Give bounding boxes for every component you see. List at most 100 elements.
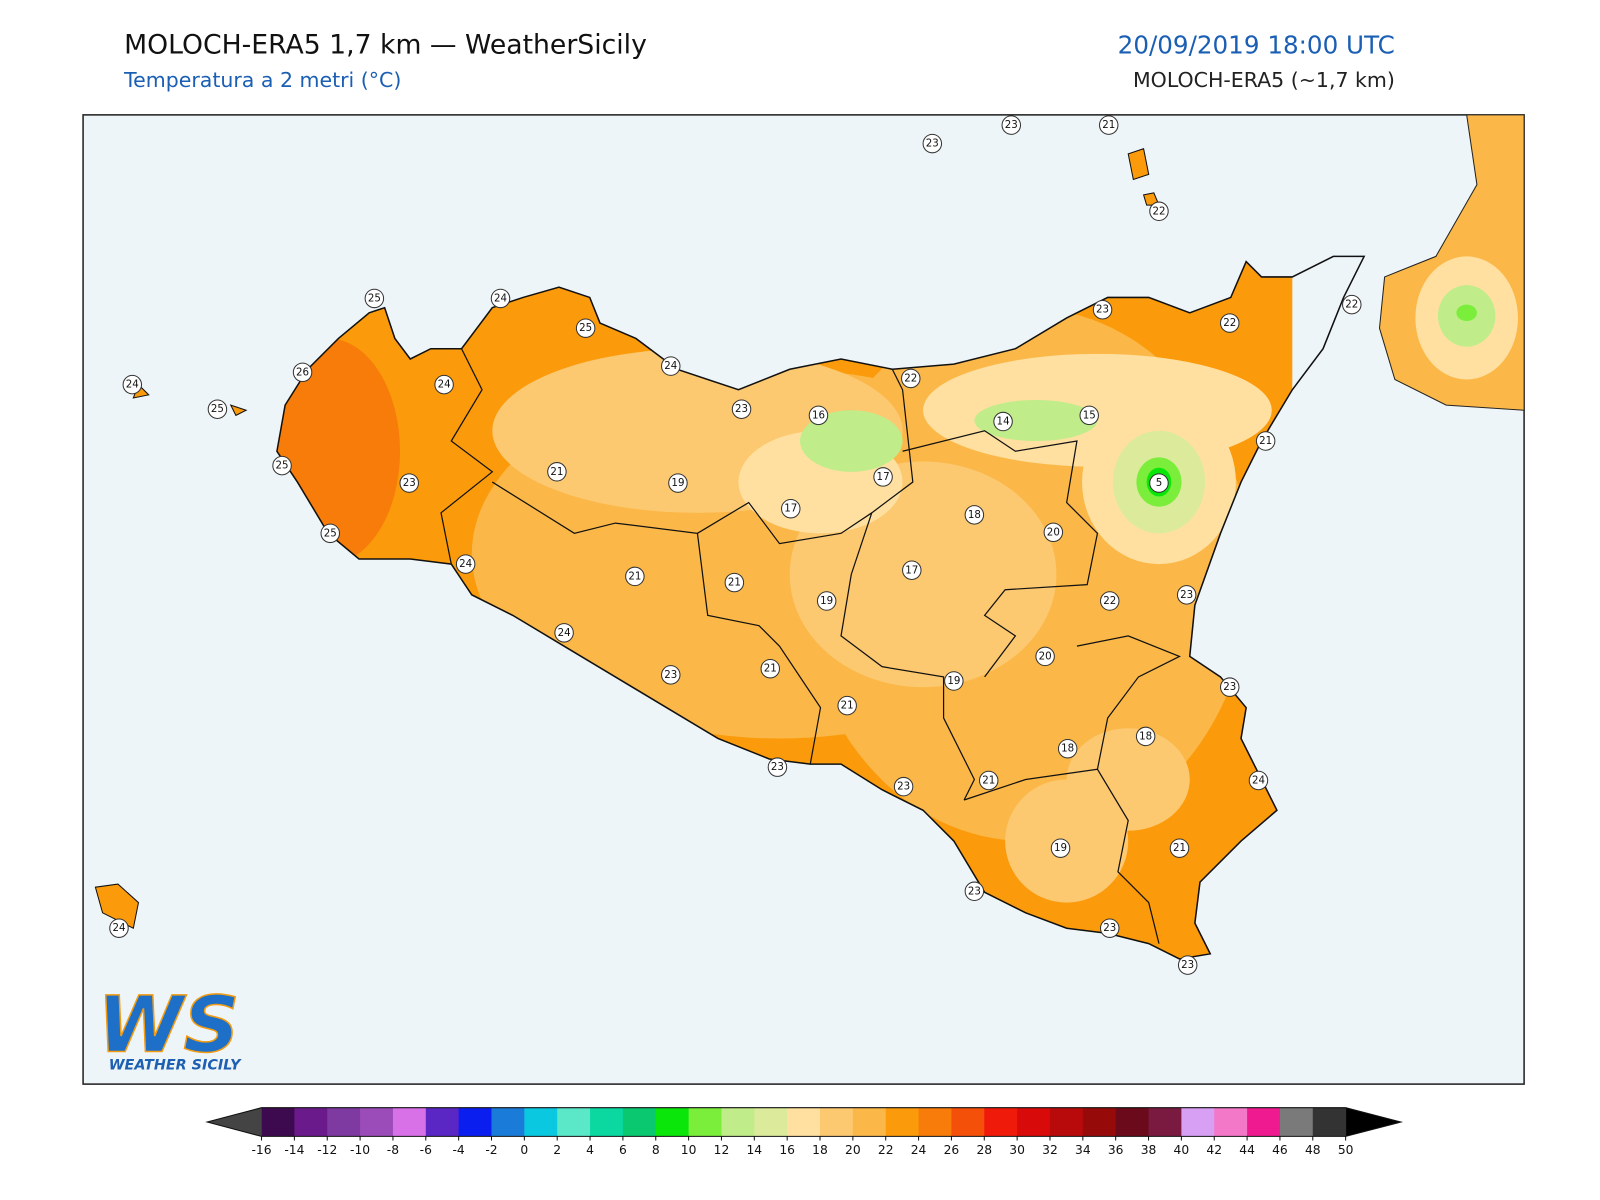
station: 22 xyxy=(901,368,921,389)
station-marker xyxy=(109,918,129,938)
station-marker xyxy=(1099,591,1120,611)
station-marker xyxy=(668,473,688,493)
colorbar-tick-label: 38 xyxy=(1141,1143,1157,1157)
station-marker xyxy=(292,362,313,383)
station-value: 23 xyxy=(1005,119,1018,131)
colorbar-bin xyxy=(491,1107,525,1137)
station-marker xyxy=(490,288,511,309)
station-marker xyxy=(1050,838,1071,858)
station-value: 20 xyxy=(1047,526,1060,538)
station: 5 xyxy=(1149,473,1169,493)
station-marker xyxy=(1092,300,1113,320)
station-marker xyxy=(1098,115,1119,135)
station-value: 5 xyxy=(1156,477,1163,489)
station-value: 22 xyxy=(1223,317,1236,329)
station: 19 xyxy=(944,671,964,691)
colorbar-bin xyxy=(1247,1107,1281,1137)
station: 25 xyxy=(320,523,340,544)
station: 24 xyxy=(455,554,476,574)
station: 25 xyxy=(364,288,385,309)
colorbar-bin xyxy=(721,1107,755,1137)
station-marker xyxy=(1219,677,1240,697)
colorbar-tick-label: 24 xyxy=(911,1143,927,1157)
colorbar-tick-label: 12 xyxy=(714,1143,730,1157)
station: 22 xyxy=(1342,294,1362,315)
station-value: 25 xyxy=(579,322,592,334)
colorbar-tick-label: -10 xyxy=(350,1143,370,1157)
colorbar-bin xyxy=(688,1107,722,1137)
station-marker xyxy=(207,399,228,419)
station: 21 xyxy=(837,695,857,716)
station-value: 24 xyxy=(558,627,571,639)
station-value: 23 xyxy=(403,477,416,489)
station-value: 21 xyxy=(1259,435,1272,447)
station: 25 xyxy=(575,318,596,338)
station: 20 xyxy=(1035,646,1055,667)
station: 23 xyxy=(1099,918,1120,938)
station-value: 24 xyxy=(1252,775,1265,787)
station-marker xyxy=(661,356,681,376)
station-marker xyxy=(625,566,645,587)
station: 14 xyxy=(993,411,1013,432)
map: 23 23 21 22 25 24 25 24 26 24 24 25 23 16 22 23 22 22 14 15… xyxy=(82,114,1525,1085)
colorbar-bin xyxy=(1049,1107,1084,1137)
colorbar-tick-label: 0 xyxy=(520,1143,528,1157)
station-marker xyxy=(1057,738,1078,759)
model: MOLOCH-ERA5 (~1,7 km) xyxy=(1133,68,1395,92)
station-value: 25 xyxy=(324,527,337,539)
colorbar-tick-label: 32 xyxy=(1042,1143,1058,1157)
station-marker xyxy=(760,658,780,679)
colorbar-bin xyxy=(1115,1107,1150,1137)
station-value: 19 xyxy=(947,675,960,687)
station-value: 24 xyxy=(459,558,472,570)
station-marker xyxy=(1035,646,1055,667)
title: MOLOCH-ERA5 1,7 km — WeatherSicily xyxy=(124,29,647,60)
station-value: 24 xyxy=(494,292,507,304)
station-marker xyxy=(837,695,857,716)
station: 23 xyxy=(1092,300,1113,320)
station: 21 xyxy=(1098,115,1119,135)
station: 23 xyxy=(1176,585,1197,605)
colorbar-tick-label: -12 xyxy=(317,1143,337,1157)
station-marker xyxy=(767,757,788,777)
station-value: 19 xyxy=(820,595,833,607)
station-marker xyxy=(1176,585,1197,605)
station-value: 23 xyxy=(968,885,981,897)
station-value: 21 xyxy=(1173,842,1186,854)
station-value: 23 xyxy=(926,138,939,150)
station: 23 xyxy=(1001,115,1022,135)
station-value: 21 xyxy=(628,570,641,582)
station: 18 xyxy=(1135,726,1156,747)
station-marker xyxy=(808,405,829,426)
station-marker xyxy=(964,881,985,902)
colorbar-tick-label: 44 xyxy=(1239,1143,1255,1157)
colorbar-tick-label: 2 xyxy=(553,1143,561,1157)
station-value: 25 xyxy=(211,403,224,415)
station-marker xyxy=(1342,294,1362,315)
station-value: 21 xyxy=(982,775,995,787)
colorbar-bin xyxy=(392,1107,427,1137)
colorbar-tick-label: 28 xyxy=(976,1143,992,1157)
station-value: 17 xyxy=(877,471,890,483)
colorbar-tick-label: -16 xyxy=(251,1143,271,1157)
station-value: 20 xyxy=(1039,650,1052,662)
colorbar-bin xyxy=(787,1107,821,1137)
station: 24 xyxy=(109,918,129,938)
station-marker xyxy=(781,498,801,519)
colorbar-tick-label: -14 xyxy=(284,1143,304,1157)
station: 18 xyxy=(964,505,985,525)
station-marker xyxy=(873,467,893,487)
colorbar-tick-label: 8 xyxy=(652,1143,660,1157)
station-marker xyxy=(272,455,292,476)
station-marker xyxy=(1135,726,1156,747)
station: 19 xyxy=(668,473,688,493)
station: 22 xyxy=(1149,201,1169,222)
station-value: 23 xyxy=(735,403,748,415)
station-value: 18 xyxy=(1061,743,1074,755)
station: 18 xyxy=(1057,738,1078,759)
station: 24 xyxy=(122,374,143,395)
colorbar-bin xyxy=(1181,1107,1215,1137)
station-value: 23 xyxy=(1181,959,1194,971)
colorbar-bin xyxy=(1017,1107,1051,1137)
